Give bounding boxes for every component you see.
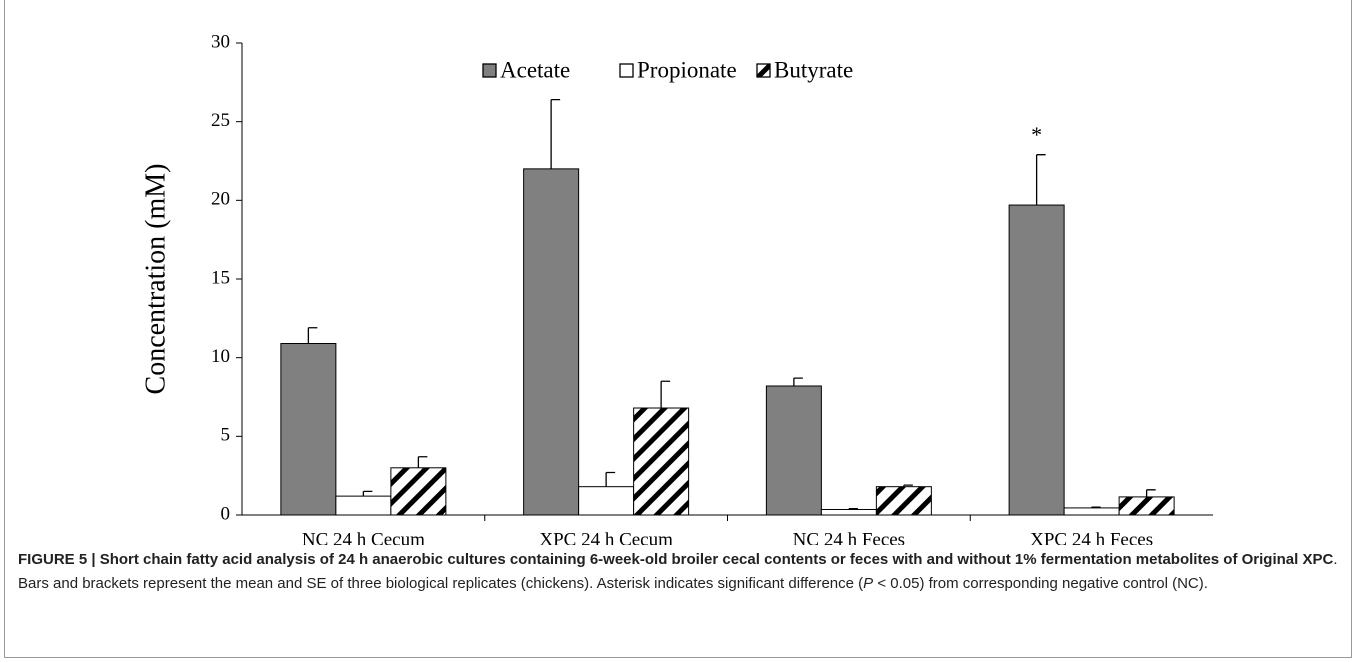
figure-frame [4,0,1352,658]
error-bar [550,98,561,169]
caption-segment: FIGURE 5 | Short chain fatty acid analys… [18,551,1334,568]
caption: FIGURE 5 | Short chain fatty acid analys… [18,548,1338,596]
legend-swatch [482,63,497,78]
bar [578,486,635,516]
y-tick-label: 10 [211,346,230,367]
x-tick-label: XPC 24 h Cecum [539,529,673,545]
error-bar [417,456,428,468]
error-bar [307,327,318,344]
y-tick-label: 30 [211,31,230,52]
legend-label: Acetate [500,57,570,82]
error-bar [793,377,803,386]
bar [633,407,690,516]
y-tick-label: 20 [211,189,230,210]
error-bar [1145,489,1156,497]
caption-segment: P [863,575,874,592]
error-bar [362,490,373,497]
x-tick-label: XPC 24 h Feces [1030,529,1153,545]
error-bar [1090,506,1101,508]
x-tick-label: NC 24 h Cecum [302,529,425,545]
legend-swatch [619,63,634,78]
bar [765,385,822,516]
y-tick-label: 5 [221,425,231,446]
error-bar [903,484,913,487]
caption-segment: . Bars and brackets represent the mean a… [18,551,1338,592]
annotation: * [1031,122,1042,147]
error-bar [1035,154,1046,206]
bar [335,495,392,516]
caption-segment: < 0.05) from corresponding negative cont… [873,575,1208,592]
y-axis-label: Concentration (mM) [140,164,171,395]
error-bar [848,508,858,510]
y-tick-label: 0 [221,503,231,524]
bar [1118,496,1175,516]
bar [523,168,580,516]
bar [1008,204,1065,516]
bar [390,467,447,516]
y-tick-label: 15 [211,267,230,288]
bar [280,343,337,516]
error-bar [660,380,671,409]
bar [820,508,877,516]
x-tick-label: NC 24 h Feces [793,529,905,545]
error-bar [605,471,616,487]
legend-swatch [756,63,771,78]
legend-label: Propionate [637,57,737,82]
chart: Concentration (mM) 0 5 10 15 20 25 30 NC 24 h C… [140,31,1213,545]
bar [1063,507,1120,516]
y-tick-label: 25 [211,110,230,131]
bar [875,486,932,516]
legend-label: Butyrate [774,57,853,82]
